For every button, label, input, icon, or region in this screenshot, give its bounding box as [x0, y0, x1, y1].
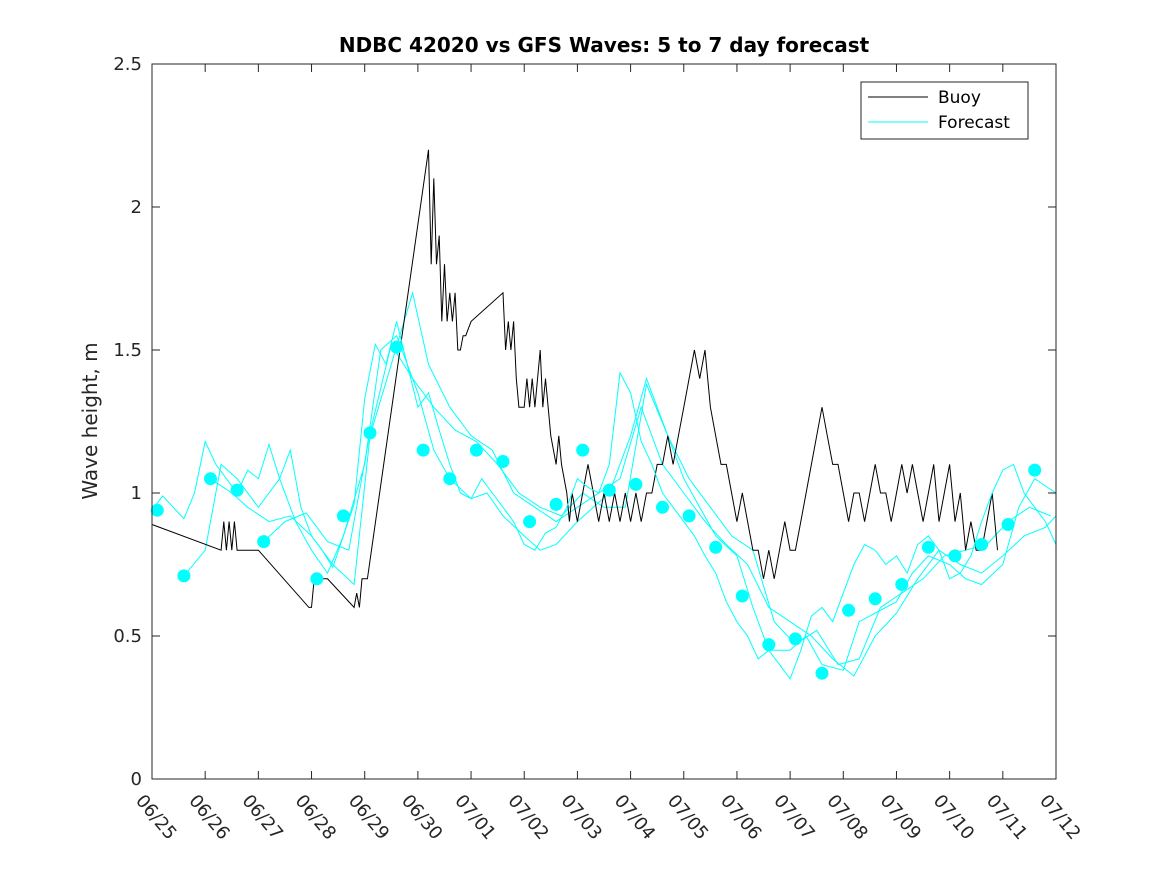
forecast-marker — [150, 503, 164, 517]
forecast-marker — [602, 483, 616, 497]
forecast-marker — [363, 426, 377, 440]
forecast-marker — [1001, 518, 1015, 531]
forecast-marker — [310, 572, 324, 586]
forecast-marker — [948, 549, 962, 563]
y-axis-ticks: 0 0.5 1 1.5 2 2.5 — [113, 54, 1056, 790]
legend: Buoy Forecast — [860, 81, 1029, 140]
marker-layer — [150, 340, 1042, 680]
forecast-marker — [230, 483, 244, 497]
plot-background — [152, 64, 1056, 779]
y-tick-label: 1 — [131, 483, 142, 504]
forecast-marker — [788, 632, 802, 646]
forecast-trace-1 — [210, 290, 1057, 677]
forecast-marker — [656, 500, 669, 514]
forecast-marker — [1028, 463, 1042, 477]
forecast-marker — [204, 472, 217, 486]
forecast-marker — [842, 603, 856, 617]
forecast-marker — [629, 477, 643, 491]
y-tick-label: 0.5 — [113, 626, 142, 647]
forecast-marker — [496, 455, 510, 468]
forecast-marker — [868, 592, 882, 606]
forecast-marker — [735, 589, 749, 603]
forecast-series-line — [151, 321, 1057, 680]
forecast-marker — [336, 509, 350, 523]
buoy-series-line — [151, 149, 998, 609]
chart-title: NDBC 42020 vs GFS Waves: 5 to 7 day fore… — [339, 33, 870, 57]
legend-box — [860, 81, 1029, 140]
plot-frame — [151, 63, 1057, 780]
y-tick-label: 1.5 — [113, 340, 142, 361]
forecast-marker — [709, 540, 723, 554]
forecast-marker — [895, 578, 909, 591]
forecast-marker — [975, 538, 989, 551]
forecast-marker — [443, 472, 457, 486]
y-tick-label: 2.5 — [113, 54, 142, 75]
y-axis-label: Wave height, m — [78, 342, 102, 499]
forecast-marker — [523, 515, 537, 529]
forecast-marker — [469, 443, 483, 457]
forecast-marker — [576, 443, 590, 457]
plot-area — [150, 63, 1057, 780]
forecast-marker — [390, 340, 404, 354]
forecast-marker — [416, 443, 430, 457]
forecast-marker — [549, 497, 563, 511]
forecast-marker — [921, 540, 935, 554]
y-tick-label: 0 — [131, 769, 142, 790]
forecast-trace-0 — [183, 334, 1057, 671]
y-tick-label: 2 — [131, 197, 142, 218]
forecast-marker — [257, 535, 271, 549]
legend-forecast-label: Forecast — [938, 113, 1010, 133]
legend-buoy-label: Buoy — [938, 88, 981, 108]
forecast-marker — [682, 509, 696, 523]
forecast-marker — [762, 638, 776, 652]
forecast-marker — [815, 666, 829, 680]
forecast-marker — [177, 569, 191, 583]
